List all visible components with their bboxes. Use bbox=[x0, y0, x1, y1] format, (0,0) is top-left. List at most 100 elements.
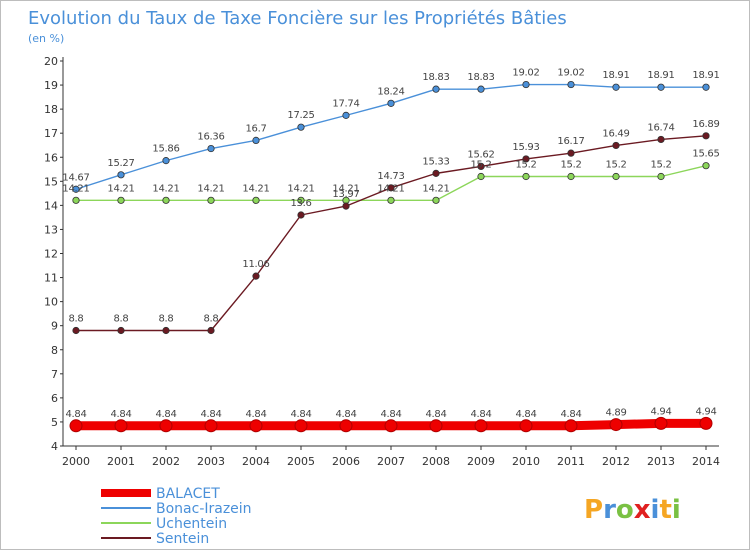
legend-label: Bonac-Irazein bbox=[156, 501, 252, 517]
data-label: 18.83 bbox=[422, 72, 449, 83]
data-point bbox=[612, 141, 620, 150]
data-label: 14.21 bbox=[422, 183, 449, 194]
data-point bbox=[564, 419, 578, 433]
data-point bbox=[294, 419, 308, 433]
data-point bbox=[387, 184, 395, 192]
series-balacet bbox=[69, 416, 713, 433]
data-label: 4.84 bbox=[155, 409, 176, 420]
data-point bbox=[519, 419, 533, 433]
data-label: 14.67 bbox=[62, 172, 89, 183]
data-point bbox=[387, 196, 395, 204]
x-tick-label: 2013 bbox=[647, 455, 675, 468]
data-label: 15.2 bbox=[515, 160, 536, 171]
data-label: 15.86 bbox=[152, 144, 179, 155]
series-uchentein bbox=[72, 162, 710, 204]
data-point bbox=[567, 80, 575, 89]
y-tick-label: 9 bbox=[51, 320, 58, 333]
data-label: 4.84 bbox=[425, 409, 446, 420]
y-tick-label: 14 bbox=[44, 199, 58, 212]
data-label: 13.97 bbox=[332, 189, 359, 200]
data-label: 14.73 bbox=[377, 171, 404, 182]
data-label: 4.89 bbox=[605, 408, 626, 419]
x-tick-label: 2004 bbox=[242, 455, 270, 468]
data-label: 15.93 bbox=[512, 142, 539, 153]
data-label: 15.2 bbox=[470, 160, 491, 171]
data-point bbox=[252, 272, 260, 280]
data-label: 15.2 bbox=[650, 160, 671, 171]
x-tick-label: 2001 bbox=[107, 455, 135, 468]
data-point bbox=[612, 172, 620, 181]
x-tick-label: 2009 bbox=[467, 455, 495, 468]
x-tick-label: 2007 bbox=[377, 455, 405, 468]
data-point bbox=[252, 196, 260, 204]
data-point bbox=[207, 326, 215, 335]
data-point bbox=[72, 196, 80, 204]
y-tick-label: 8 bbox=[51, 344, 58, 357]
data-label: 8.8 bbox=[158, 314, 173, 325]
data-label: 14.21 bbox=[62, 183, 89, 194]
data-label: 14.21 bbox=[332, 183, 359, 194]
data-point bbox=[384, 419, 398, 433]
unit-label: (en %) bbox=[28, 32, 64, 45]
data-point bbox=[387, 99, 395, 107]
x-tick-label: 2010 bbox=[512, 455, 540, 468]
series-layer bbox=[69, 80, 713, 433]
x-tick-label: 2006 bbox=[332, 455, 360, 468]
y-tick-label: 4 bbox=[51, 440, 58, 453]
data-label: 16.74 bbox=[647, 122, 674, 133]
data-point bbox=[522, 172, 530, 181]
data-label: 17.25 bbox=[287, 110, 314, 121]
data-point bbox=[207, 144, 215, 153]
x-tick-label: 2005 bbox=[287, 455, 315, 468]
data-label: 15.62 bbox=[467, 149, 494, 160]
data-point bbox=[162, 326, 170, 335]
data-point bbox=[117, 326, 125, 335]
x-tick-label: 2002 bbox=[152, 455, 180, 468]
data-point bbox=[429, 419, 443, 433]
data-point bbox=[69, 419, 83, 433]
data-point bbox=[249, 419, 263, 433]
data-point bbox=[162, 196, 170, 204]
y-tick-label: 18 bbox=[44, 103, 58, 116]
data-label: 4.94 bbox=[650, 406, 671, 417]
data-label: 16.7 bbox=[245, 123, 266, 134]
data-point bbox=[252, 136, 260, 145]
data-label: 17.74 bbox=[332, 98, 359, 109]
data-label: 14.21 bbox=[152, 183, 179, 194]
data-label: 8.8 bbox=[203, 314, 218, 325]
data-point bbox=[657, 83, 665, 91]
data-point bbox=[297, 196, 305, 204]
y-tick-label: 6 bbox=[51, 392, 58, 405]
data-point bbox=[117, 171, 125, 179]
data-point bbox=[117, 196, 125, 204]
y-tick-label: 11 bbox=[44, 272, 58, 285]
y-tick-label: 13 bbox=[44, 223, 58, 236]
data-label: 4.84 bbox=[335, 409, 356, 420]
data-label: 18.24 bbox=[377, 86, 404, 97]
svg-text:Proxiti: Proxiti bbox=[584, 495, 681, 525]
data-label: 19.02 bbox=[512, 68, 539, 79]
chart-title: Evolution du Taux de Taxe Foncière sur l… bbox=[28, 8, 567, 29]
data-point bbox=[522, 155, 530, 163]
data-label: 14.21 bbox=[377, 183, 404, 194]
data-point bbox=[342, 202, 350, 210]
data-label: 15.27 bbox=[107, 158, 134, 169]
data-point bbox=[432, 169, 440, 177]
x-tick-label: 2014 bbox=[692, 455, 720, 468]
data-label: 14.21 bbox=[287, 183, 314, 194]
data-point bbox=[339, 419, 353, 433]
data-label: 11.06 bbox=[242, 259, 269, 270]
data-label: 16.36 bbox=[197, 132, 224, 143]
y-tick-label: 19 bbox=[44, 79, 58, 92]
proxiti-logo: Proxiti bbox=[584, 495, 681, 525]
data-label: 4.84 bbox=[560, 409, 581, 420]
data-point bbox=[702, 162, 710, 170]
data-label: 15.33 bbox=[422, 156, 449, 167]
data-point bbox=[297, 211, 305, 219]
data-label: 18.83 bbox=[467, 72, 494, 83]
data-point bbox=[477, 85, 485, 93]
data-point bbox=[654, 416, 668, 430]
data-point bbox=[342, 111, 350, 119]
x-tick-label: 2000 bbox=[62, 455, 90, 468]
